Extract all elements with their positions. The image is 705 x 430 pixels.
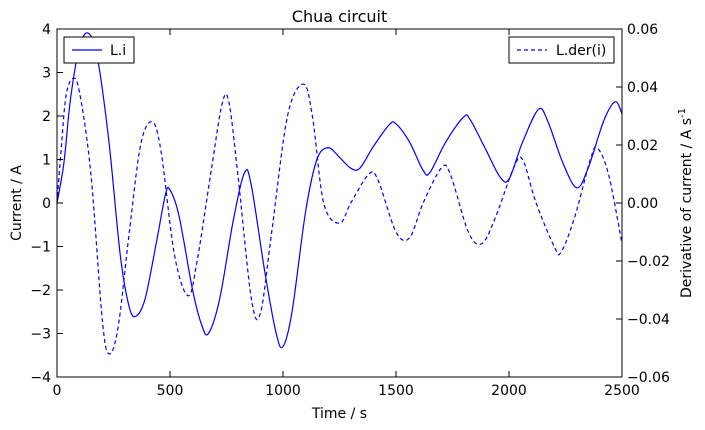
y-right-tick-label: 0.06 — [627, 22, 658, 38]
legend-right-label: L.der(i) — [556, 43, 606, 59]
x-tick-label: 1000 — [265, 383, 301, 399]
x-tick-label: 2500 — [604, 383, 640, 399]
legend-left-label: L.i — [110, 43, 126, 59]
x-tick-label: 0 — [53, 383, 62, 399]
legend-right: L.der(i) — [508, 36, 615, 64]
y-axis-right-label-main: Derivative of current / A s — [679, 118, 695, 298]
series-layer — [56, 32, 623, 355]
y-axis-right-label-exponent: -1 — [677, 108, 688, 118]
x-tick-label: 1500 — [378, 383, 414, 399]
y-axis-left-label: Current / A — [9, 165, 25, 241]
y-left-tick-label: 0 — [42, 196, 51, 212]
plot-background — [57, 29, 622, 377]
chart-title: Chua circuit — [292, 7, 387, 26]
y-left-tick-label: 2 — [42, 109, 51, 125]
y-right-tick-label: −0.02 — [627, 254, 670, 270]
y-left-tick-label: −2 — [30, 283, 51, 299]
x-tick-label: 500 — [157, 383, 184, 399]
x-axis-label: Time / s — [311, 406, 367, 422]
ticks-layer: 0 500 1000 1500 2000 2500 4 3 2 1 0 −1 −2 −3 −4 0.06 0.0… — [30, 22, 670, 399]
legend-left: L.i — [63, 36, 135, 64]
y-right-tick-label: −0.04 — [627, 312, 670, 328]
y-right-tick-label: 0.00 — [627, 196, 658, 212]
y-left-tick-label: −4 — [30, 370, 51, 386]
y-axis-right-label: Derivative of current / A s-1 — [677, 108, 695, 298]
y-left-tick-label: −1 — [30, 240, 51, 256]
series-line-derivative — [56, 77, 623, 355]
y-left-tick-label: 4 — [42, 22, 51, 38]
y-right-tick-label: 0.04 — [627, 80, 658, 96]
y-right-tick-label: 0.02 — [627, 138, 658, 154]
y-left-tick-label: 3 — [42, 66, 51, 82]
y-left-tick-label: −3 — [30, 327, 51, 343]
x-tick-label: 2000 — [491, 383, 527, 399]
y-left-tick-label: 1 — [42, 153, 51, 169]
y-right-tick-label: −0.06 — [627, 370, 670, 386]
